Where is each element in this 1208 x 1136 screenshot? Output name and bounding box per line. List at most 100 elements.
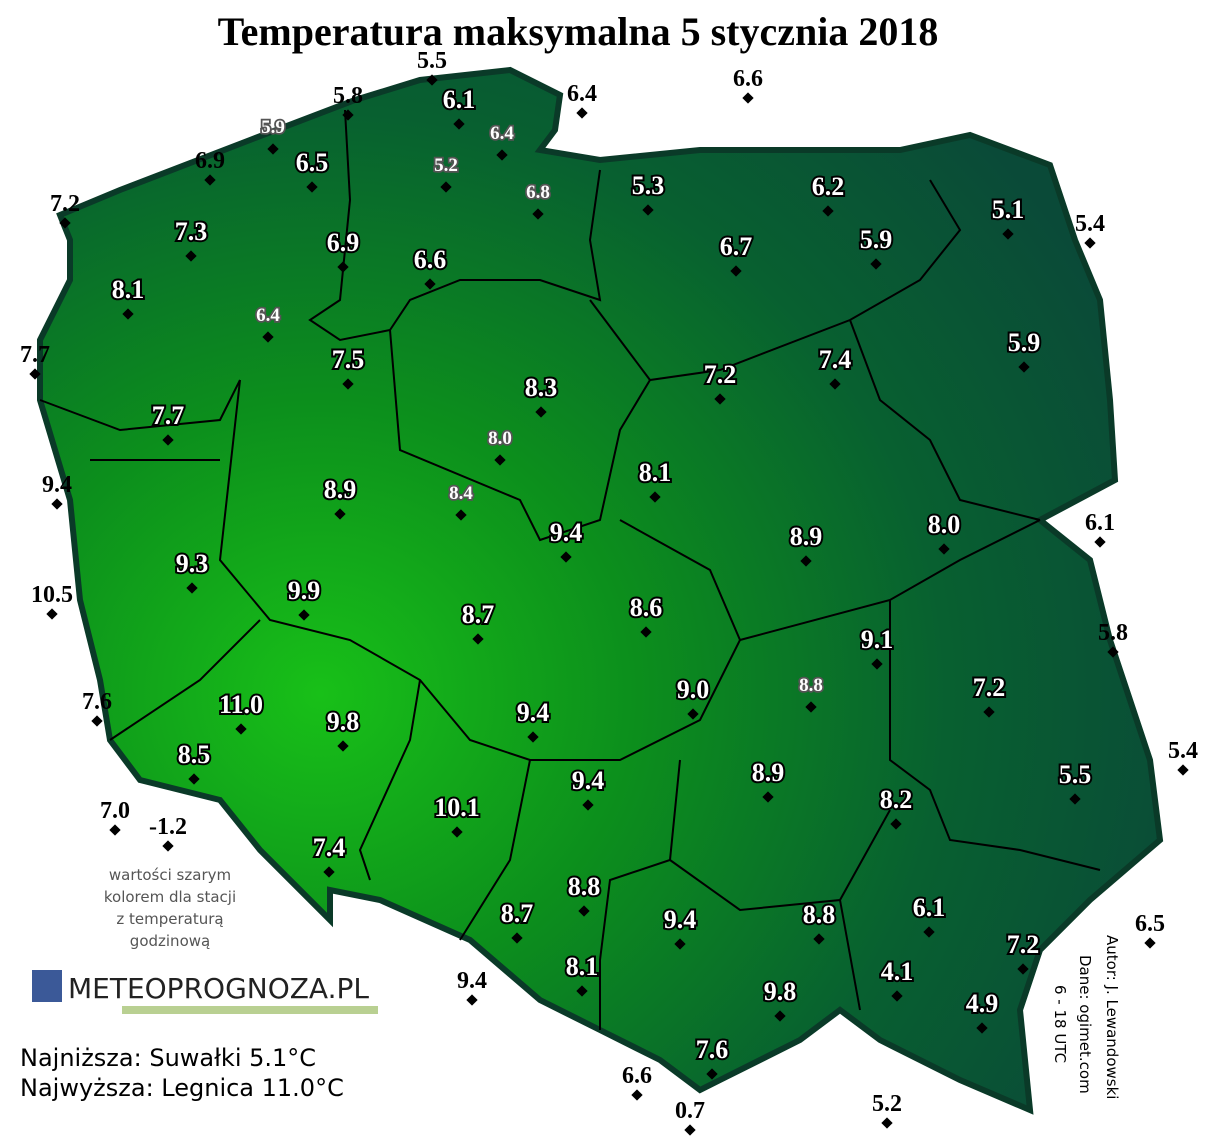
station-dot (1084, 237, 1096, 249)
station-value: 6.2 (812, 172, 845, 201)
station-dot (560, 551, 572, 563)
region-borders (39, 109, 1101, 1030)
station-value: 8.0 (488, 428, 512, 449)
station-value: 8.8 (803, 900, 836, 929)
station-dot (342, 378, 354, 390)
station-dot (1107, 646, 1119, 658)
station-value: 9.0 (677, 675, 710, 704)
station-dot (455, 509, 467, 521)
station-dot (890, 818, 902, 830)
station-value: -1.2 (149, 814, 187, 840)
station-dot (640, 626, 652, 638)
station-value: 9.4 (517, 698, 550, 727)
station-dot (674, 938, 686, 950)
station-dot (822, 205, 834, 217)
station-value: 5.3 (632, 171, 665, 200)
station-dot (631, 1089, 643, 1101)
station-value: 8.1 (639, 458, 672, 487)
station-dot (976, 1022, 988, 1034)
station-dot (424, 278, 436, 290)
station-value: 4.9 (966, 989, 999, 1018)
station-dot (496, 149, 508, 161)
station-dot (582, 799, 594, 811)
station-dot (742, 92, 754, 104)
logo: METEOPROGNOZA.PL (68, 972, 369, 1005)
station-dot (532, 208, 544, 220)
station-value: 8.9 (324, 475, 357, 504)
station-value: 7.6 (82, 689, 112, 715)
station-value: 6.9 (327, 228, 360, 257)
station-value: 5.5 (417, 48, 447, 74)
station-value: 9.4 (42, 472, 72, 498)
station-value: 5.5 (1059, 760, 1092, 789)
station-value: 9.1 (861, 625, 894, 654)
station-dot (687, 708, 699, 720)
station-dot (1177, 764, 1189, 776)
station-value: 8.4 (449, 483, 473, 504)
note-line: z temperaturą (116, 910, 223, 928)
station-value: 6.6 (414, 245, 447, 274)
note: wartości szarym kolorem dla stacji z tem… (104, 866, 236, 950)
station-dot (1002, 228, 1014, 240)
station-dot (923, 926, 935, 938)
station-value: 7.0 (100, 798, 130, 824)
station-value: 5.8 (1098, 620, 1128, 646)
station-value: 7.4 (313, 833, 346, 862)
station-dot (762, 791, 774, 803)
station-value: 6.1 (913, 893, 946, 922)
stations: 6.1 6.5 7.3 6.9 6.6 8.1 5.3 6.2 5.1 6.7 5.9 5.9 7.5 8… (20, 48, 1198, 1136)
station-dot (188, 773, 200, 785)
station-dot (451, 826, 463, 838)
station-value: 8.5 (178, 740, 211, 769)
station-dot (871, 658, 883, 670)
extreme-line: Najwyższa: Legnica 11.0°C (20, 1074, 344, 1102)
station-dot (829, 378, 841, 390)
station-value: 6.7 (720, 232, 753, 261)
station-value: 5.2 (434, 155, 458, 176)
note-line: godzinową (130, 932, 210, 950)
station-value: 6.1 (443, 85, 476, 114)
station-value: 8.3 (525, 373, 558, 402)
station-value: 7.2 (973, 673, 1006, 702)
station-value: 9.4 (664, 905, 697, 934)
station-dot (337, 261, 349, 273)
station-dot (91, 715, 103, 727)
station-value: 6.5 (1135, 911, 1165, 937)
station-value: 8.8 (568, 872, 601, 901)
station-dot (323, 866, 335, 878)
note-line: kolorem dla stacji (104, 888, 236, 906)
station-value: 8.6 (630, 593, 663, 622)
station-dot (578, 905, 590, 917)
station-value: 7.5 (332, 345, 365, 374)
station-dot (535, 406, 547, 418)
station-dot (466, 994, 478, 1006)
station-dot (235, 723, 247, 735)
station-dot (46, 608, 58, 620)
station-dot (298, 609, 310, 621)
station-dot (576, 985, 588, 997)
station-dot (1094, 536, 1106, 548)
station-value: 7.4 (819, 345, 852, 374)
station-dot (337, 740, 349, 752)
station-value: 6.4 (567, 81, 597, 107)
station-value: 9.8 (764, 977, 797, 1006)
station-dot (440, 181, 452, 193)
station-dot (891, 990, 903, 1002)
station-dot (204, 174, 216, 186)
station-dot (1018, 361, 1030, 373)
station-dot (334, 508, 346, 520)
station-dot (870, 258, 882, 270)
station-value: 8.9 (752, 758, 785, 787)
station-dot (162, 434, 174, 446)
station-dot (983, 706, 995, 718)
station-value: 8.2 (880, 785, 913, 814)
station-value: 9.4 (572, 766, 605, 795)
station-value: 7.7 (152, 401, 185, 430)
station-value: 7.2 (50, 191, 80, 217)
station-dot (511, 932, 523, 944)
station-value: 4.1 (881, 957, 914, 986)
station-dot (51, 498, 63, 510)
note-line: wartości szarym (109, 866, 231, 884)
station-value: 6.6 (622, 1063, 652, 1089)
station-dot (494, 454, 506, 466)
